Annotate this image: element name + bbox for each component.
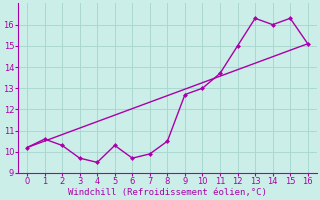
X-axis label: Windchill (Refroidissement éolien,°C): Windchill (Refroidissement éolien,°C) — [68, 188, 267, 197]
